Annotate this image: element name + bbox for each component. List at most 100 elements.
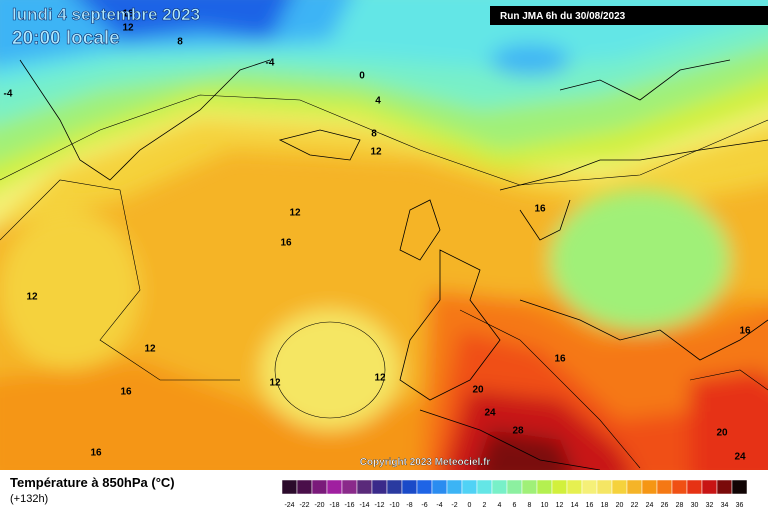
legend-swatch [416, 479, 433, 495]
contour-label: 16 [122, 9, 134, 20]
time-title: 20:00 locale [12, 28, 120, 49]
contour-label: 24 [734, 452, 746, 463]
legend-swatch [401, 479, 418, 495]
legend-tick-label: -2 [451, 502, 457, 509]
contour-label: 16 [739, 326, 751, 337]
footer-title: Température à 850hPa (°C) [10, 475, 175, 490]
legend-swatch [581, 479, 598, 495]
legend-swatch [551, 479, 568, 495]
legend-tick-label: 0 [468, 502, 472, 509]
legend-tick-label: -18 [329, 502, 339, 509]
legend-tick-label: 30 [691, 502, 699, 509]
legend-swatch [281, 479, 298, 495]
legend-swatch [431, 479, 448, 495]
color-legend: -24 -22 -20 -18 -16 -14 -12 -10 -8 -6 -4 -2 0 2 4 6 8 10 1… [281, 479, 748, 509]
legend-tick-label: -4 [436, 502, 442, 509]
contour-label: -4 [266, 58, 275, 69]
legend-swatch [461, 479, 478, 495]
contours [0, 94, 768, 469]
legend-swatch [716, 479, 733, 495]
legend-tick-label: 12 [556, 502, 564, 509]
legend-tick-label: -22 [299, 502, 309, 509]
contour-label: 4 [375, 96, 381, 107]
legend-tick-label: -16 [344, 502, 354, 509]
legend-tick-label: 24 [646, 502, 654, 509]
legend-tick-label: -8 [406, 502, 412, 509]
contour-label: 12 [289, 208, 301, 219]
legend-tick-label: -14 [359, 502, 369, 509]
legend-swatch [356, 479, 373, 495]
legend-swatch [476, 479, 493, 495]
contour-label: 16 [554, 354, 566, 365]
legend-tick-label: -12 [374, 502, 384, 509]
contour-label: 16 [280, 238, 292, 249]
legend-tick-label: 16 [586, 502, 594, 509]
legend-tick-label: 28 [676, 502, 684, 509]
legend-tick-label: 10 [541, 502, 549, 509]
legend-tick-label: -20 [314, 502, 324, 509]
legend-tick-label: 4 [498, 502, 502, 509]
legend-swatch [686, 479, 703, 495]
copyright: Copyright 2023 Meteociel.fr [360, 457, 491, 468]
contour-label: 0 [359, 71, 365, 82]
legend-swatch [506, 479, 523, 495]
run-box [490, 6, 768, 25]
legend-tick-label: 18 [601, 502, 609, 509]
legend-swatch [311, 479, 328, 495]
contour-label: 16 [90, 448, 102, 459]
contour-label: 12 [144, 344, 156, 355]
contour-label: 16 [534, 204, 546, 215]
legend-swatch [536, 479, 553, 495]
contour-label: 28 [512, 426, 524, 437]
legend-swatch [326, 479, 343, 495]
legend-tick-label: -6 [421, 502, 427, 509]
contour-label: 12 [26, 292, 38, 303]
legend-swatch [566, 479, 583, 495]
contour-label: 20 [716, 428, 728, 439]
contour-label: -4 [4, 89, 13, 100]
run-label: Run JMA 6h du 30/08/2023 [500, 11, 626, 22]
map: 16 12 8 -4 -4 0 4 8 12 12 16 12 16 12 12 12 16 16 16 16 20 24… [0, 0, 768, 470]
legend-swatch [671, 479, 688, 495]
date-title: lundi 4 septembre 2023 [12, 5, 200, 24]
legend-tick-label: 36 [736, 502, 744, 509]
legend-swatch [386, 479, 403, 495]
contour-label: 12 [374, 373, 386, 384]
legend-swatch [731, 479, 748, 495]
legend-tick-label: 8 [528, 502, 532, 509]
legend-tick-label: -10 [389, 502, 399, 509]
legend-swatch [521, 479, 538, 495]
contour-label: 16 [120, 387, 132, 398]
legend-swatch [296, 479, 313, 495]
contour-label: 12 [370, 147, 382, 158]
legend-swatch [626, 479, 643, 495]
legend-tick-label: -24 [284, 502, 294, 509]
legend-tick-label: 2 [483, 502, 487, 509]
legend-tick-label: 20 [616, 502, 624, 509]
legend-swatch [596, 479, 613, 495]
contour-label: 12 [122, 23, 134, 34]
contour-labels: 16 12 8 -4 -4 0 4 8 12 12 16 12 16 12 12 12 16 16 16 16 20 24… [4, 9, 751, 463]
legend-swatch [641, 479, 658, 495]
coastlines [19, 59, 768, 470]
legend-tick-label: 22 [631, 502, 639, 509]
contour-label: 24 [484, 408, 496, 419]
footer-lead: (+132h) [10, 493, 48, 505]
legend-tick-label: 26 [661, 502, 669, 509]
legend-swatch [341, 479, 358, 495]
legend-swatch [656, 479, 673, 495]
contour-label: 8 [177, 37, 183, 48]
legend-swatch [371, 479, 388, 495]
legend-tick-label: 14 [571, 502, 579, 509]
legend-swatch [446, 479, 463, 495]
legend-tick-label: 32 [706, 502, 714, 509]
legend-swatch [611, 479, 628, 495]
legend-swatch [701, 479, 718, 495]
contour-label: 8 [371, 129, 377, 140]
legend-tick-label: 34 [721, 502, 729, 509]
legend-swatch [491, 479, 508, 495]
contour-label: 20 [472, 385, 484, 396]
legend-tick-label: 6 [513, 502, 517, 509]
contour-label: 12 [269, 378, 281, 389]
